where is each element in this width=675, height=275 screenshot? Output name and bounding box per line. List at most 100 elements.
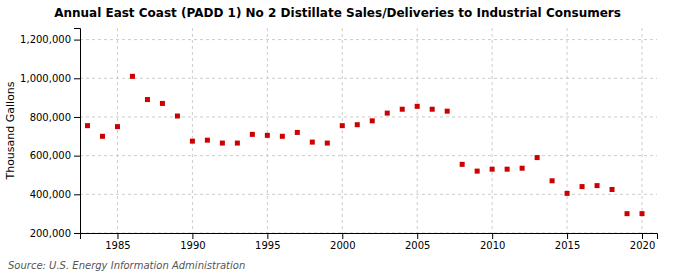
y-axis-title: Thousand Gallons [4,81,17,180]
point [625,211,630,216]
tick: 600,000 [30,150,80,161]
grid-line [80,78,657,79]
point [595,183,600,188]
tick-label: 2005 [405,240,430,251]
point [310,140,315,145]
tick-mark [74,194,80,195]
point [385,111,390,116]
grid-line [80,194,657,195]
point [145,97,150,102]
tick-mark [417,233,418,239]
grid-line [342,28,343,233]
point [220,141,225,146]
title: Annual East Coast (PADD 1) No 2 Distilla… [54,6,621,20]
plot: 1985 1990 1995 2000 2005 2010 2015 2020 200,000 4… [20,28,657,251]
tick: 1,000,000 [20,73,80,84]
point [265,133,270,138]
tick-label: 200,000 [30,228,71,239]
tick-mark [74,40,80,41]
tick-label: 400,000 [30,189,71,200]
tick-mark [567,233,568,239]
tick: 1990 [180,233,205,251]
tick-label: 2010 [480,240,505,251]
tick-label: 1985 [105,240,130,251]
point [340,123,345,128]
chart: 1985 1990 1995 2000 2005 2010 2015 2020 200,000 4… [0,0,675,275]
grid-line [267,28,268,233]
point [325,141,330,146]
point [250,132,255,137]
point [100,134,105,139]
point [160,101,165,106]
tick-mark [342,233,343,239]
tick-mark [74,117,80,118]
point [565,191,570,196]
tick: 200,000 [30,228,80,239]
tick-label: 2015 [555,240,580,251]
tick-label: 1995 [255,240,280,251]
grid-line [80,39,657,40]
tick: 2005 [405,233,430,251]
point [355,122,360,127]
tick: 2000 [330,233,355,251]
grid-line [80,155,657,156]
tick-label: 1,200,000 [20,34,71,45]
tick: 1985 [105,233,130,251]
x-axis: 1985 1990 1995 2000 2005 2010 2015 2020 [81,233,658,251]
point [580,184,585,189]
tick: 2010 [480,233,505,251]
grid-line [567,28,568,233]
tick-mark [74,233,80,234]
points [85,74,645,216]
tick: 2015 [555,233,580,251]
tick: 400,000 [30,189,80,200]
annotation: Source: U.S. Energy Information Administ… [8,260,245,271]
axis-line [81,234,658,240]
axis-line [74,29,81,234]
grid-line [192,28,193,233]
tick-mark [642,233,643,239]
grid-line [492,28,493,233]
tick-mark [117,233,118,239]
point [175,113,180,118]
point [190,139,195,144]
point [295,130,300,135]
tick-mark [74,78,80,79]
tick-label: 2000 [330,240,355,251]
tick: 800,000 [30,112,80,123]
point [430,107,435,112]
point [445,109,450,114]
tick-label: 2020 [630,240,655,251]
grid-line [417,28,418,233]
tick-mark [492,233,493,239]
point [370,118,375,123]
point [520,166,525,171]
tick: 2020 [630,233,655,251]
y-axis: 200,000 400,000 600,000 800,000 1,000,000 1,2… [20,29,80,239]
point [490,167,495,172]
point [205,138,210,143]
point [130,74,135,79]
tick-label: 1,000,000 [20,73,71,84]
point [505,167,510,172]
grid-line [117,28,118,233]
point [460,162,465,167]
tick-mark [267,233,268,239]
tick-label: 800,000 [30,112,71,123]
point [610,187,615,192]
point [475,169,480,174]
point [415,104,420,109]
tick: 1995 [255,233,280,251]
tick-mark [192,233,193,239]
tick-label: 1990 [180,240,205,251]
point [280,134,285,139]
point [400,107,405,112]
grid-line [642,28,643,233]
point [115,124,120,129]
grid-line [80,116,657,117]
tick-label: 600,000 [30,150,71,161]
point [235,141,240,146]
tick-mark [74,156,80,157]
tick: 1,200,000 [20,34,80,45]
point [640,211,645,216]
